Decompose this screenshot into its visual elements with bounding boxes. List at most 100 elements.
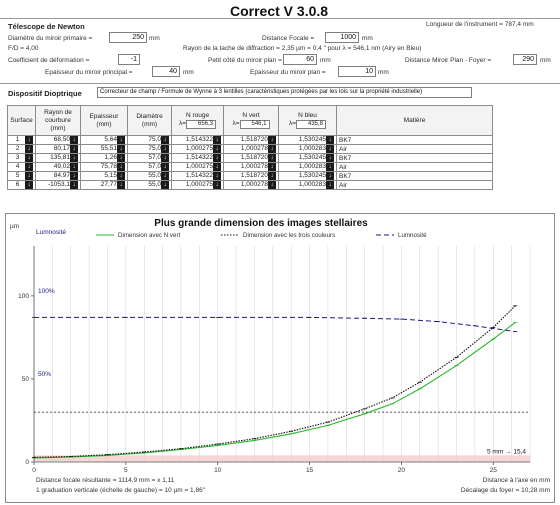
arrow-down-icon[interactable]: ↓ [268, 154, 276, 162]
arrow-down-icon[interactable]: ↓ [161, 154, 169, 162]
small-side-input[interactable]: 60 [283, 54, 317, 65]
cell-ng[interactable]: ↓ 1,518720 [223, 153, 279, 163]
dioptric-type-field[interactable]: Correcteur de champ / Formule de Wynne à… [97, 87, 472, 98]
cell-diam[interactable]: ↓ 55,0 [127, 180, 172, 190]
cell-diam[interactable]: ↓ 55,0 [127, 171, 172, 181]
arrow-down-icon[interactable]: ↓ [213, 145, 221, 153]
cell-thick[interactable]: ↓ 27,77 [80, 180, 128, 190]
arrow-down-icon[interactable]: ↓ [268, 145, 276, 153]
cell-mat[interactable]: BK7 [336, 135, 493, 145]
cell-nr[interactable]: ↓ 1,514322 [171, 171, 224, 181]
arrow-down-icon[interactable]: ↓ [117, 172, 125, 180]
cell-mat[interactable]: Air [336, 180, 493, 190]
cell-mat[interactable]: Air [336, 144, 493, 154]
cell-nb[interactable]: ↓ 1,530245 [278, 153, 337, 163]
diam-label: Diamètre du miroir primaire = [8, 35, 93, 42]
arrow-down-icon[interactable]: ↓ [70, 136, 78, 144]
arrow-down-icon[interactable]: ↓ [25, 136, 33, 144]
arrow-down-icon[interactable]: ↓ [70, 145, 78, 153]
cell-mat[interactable]: BK7 [336, 153, 493, 163]
cell-idx: ↓ 3 [7, 153, 36, 163]
cell-diam[interactable]: ↓ 75,0 [127, 135, 172, 145]
cell-diam[interactable]: ↓ 57,0 [127, 153, 172, 163]
arrow-down-icon[interactable]: ↓ [161, 172, 169, 180]
cell-thick[interactable]: ↓ 5,64 [80, 135, 128, 145]
arrow-down-icon[interactable]: ↓ [70, 163, 78, 171]
arrow-down-icon[interactable]: ↓ [161, 181, 169, 189]
arrow-down-icon[interactable]: ↓ [117, 181, 125, 189]
cell-ng[interactable]: ↓ 1,000278 [223, 144, 279, 154]
arrow-down-icon[interactable]: ↓ [161, 136, 169, 144]
arrow-down-icon[interactable]: ↓ [117, 154, 125, 162]
arrow-down-icon[interactable]: ↓ [326, 154, 334, 162]
arrow-down-icon[interactable]: ↓ [326, 136, 334, 144]
cell-diam[interactable]: ↓ 75,0 [127, 144, 172, 154]
arrow-down-icon[interactable]: ↓ [326, 181, 334, 189]
cell-ng[interactable]: ↓ 1,000278 [223, 162, 279, 172]
arrow-down-icon[interactable]: ↓ [117, 163, 125, 171]
arrow-down-icon[interactable]: ↓ [326, 163, 334, 171]
arrow-down-icon[interactable]: ↓ [25, 154, 33, 162]
cell-radius[interactable]: ↓ -1053,1 [35, 180, 81, 190]
cell-nb[interactable]: ↓ 1,000283 [278, 144, 337, 154]
cell-thick[interactable]: ↓ 55,51 [80, 144, 128, 154]
cell-nb[interactable]: ↓ 1,000283 [278, 162, 337, 172]
arrow-down-icon[interactable]: ↓ [326, 145, 334, 153]
table-row: ↓ 2 ↓ 80,17 ↓ 55,51 ↓ 75,0 ↓ 1,000275 ↓ 1,000278 ↓ 1,… [7, 144, 493, 154]
arrow-down-icon[interactable]: ↓ [70, 181, 78, 189]
cell-thick[interactable]: ↓ 5,15 [80, 171, 128, 181]
arrow-down-icon[interactable]: ↓ [161, 163, 169, 171]
arrow-down-icon[interactable]: ↓ [25, 172, 33, 180]
cell-radius[interactable]: ↓ 49,02 [35, 162, 81, 172]
arrow-down-icon[interactable]: ↓ [25, 181, 33, 189]
lambda-blue-input[interactable]: 435,8 [296, 120, 327, 129]
arrow-down-icon[interactable]: ↓ [268, 172, 276, 180]
cell-nr[interactable]: ↓ 1,000275 [171, 144, 224, 154]
pct-100-label: 100% [38, 288, 55, 295]
cell-ng[interactable]: ↓ 1,518720 [223, 135, 279, 145]
arrow-down-icon[interactable]: ↓ [213, 163, 221, 171]
cell-mat[interactable]: Air [336, 162, 493, 172]
cell-radius[interactable]: ↓ 68,50 [35, 135, 81, 145]
arrow-down-icon[interactable]: ↓ [268, 136, 276, 144]
cell-nr[interactable]: ↓ 1,000275 [171, 162, 224, 172]
arrow-down-icon[interactable]: ↓ [268, 163, 276, 171]
diam-input[interactable]: 250 [109, 32, 147, 43]
cell-radius[interactable]: ↓ 135,81 [35, 153, 81, 163]
arrow-down-icon[interactable]: ↓ [268, 181, 276, 189]
cell-nr[interactable]: ↓ 1,514322 [171, 135, 224, 145]
cell-nb[interactable]: ↓ 1,530245 [278, 171, 337, 181]
focal-input[interactable]: 1000 [325, 32, 359, 43]
arrow-down-icon[interactable]: ↓ [70, 172, 78, 180]
plane-dist-input[interactable]: 290 [513, 54, 537, 65]
arrow-down-icon[interactable]: ↓ [25, 145, 33, 153]
lambda-green-input[interactable]: 546,1 [239, 120, 270, 129]
cell-nb[interactable]: ↓ 1,530245 [278, 135, 337, 145]
arrow-down-icon[interactable]: ↓ [25, 163, 33, 171]
cell-thick[interactable]: ↓ 75,78 [80, 162, 128, 172]
deform-input[interactable]: -1 [118, 54, 140, 65]
arrow-down-icon[interactable]: ↓ [213, 181, 221, 189]
arrow-down-icon[interactable]: ↓ [213, 136, 221, 144]
cell-radius[interactable]: ↓ 80,17 [35, 144, 81, 154]
arrow-down-icon[interactable]: ↓ [213, 154, 221, 162]
arrow-down-icon[interactable]: ↓ [213, 172, 221, 180]
thick-primary-input[interactable]: 40 [152, 66, 180, 77]
cell-ng[interactable]: ↓ 1,518720 [223, 171, 279, 181]
cell-nr[interactable]: ↓ 1,000275 [171, 180, 224, 190]
cell-radius[interactable]: ↓ 84,97 [35, 171, 81, 181]
chart-title: Plus grande dimension des images stellai… [154, 218, 368, 229]
arrow-down-icon[interactable]: ↓ [117, 145, 125, 153]
arrow-down-icon[interactable]: ↓ [117, 136, 125, 144]
arrow-down-icon[interactable]: ↓ [161, 145, 169, 153]
cell-mat[interactable]: BK7 [336, 171, 493, 181]
cell-ng[interactable]: ↓ 1,000278 [223, 180, 279, 190]
cell-nr[interactable]: ↓ 1,514322 [171, 153, 224, 163]
arrow-down-icon[interactable]: ↓ [70, 154, 78, 162]
cell-nb[interactable]: ↓ 1,000283 [278, 180, 337, 190]
cell-diam[interactable]: ↓ 57,0 [127, 162, 172, 172]
cell-thick[interactable]: ↓ 1,26 [80, 153, 128, 163]
arrow-down-icon[interactable]: ↓ [326, 172, 334, 180]
thick-plane-input[interactable]: 10 [338, 66, 376, 77]
lambda-red-input[interactable]: 656,3 [186, 120, 217, 129]
